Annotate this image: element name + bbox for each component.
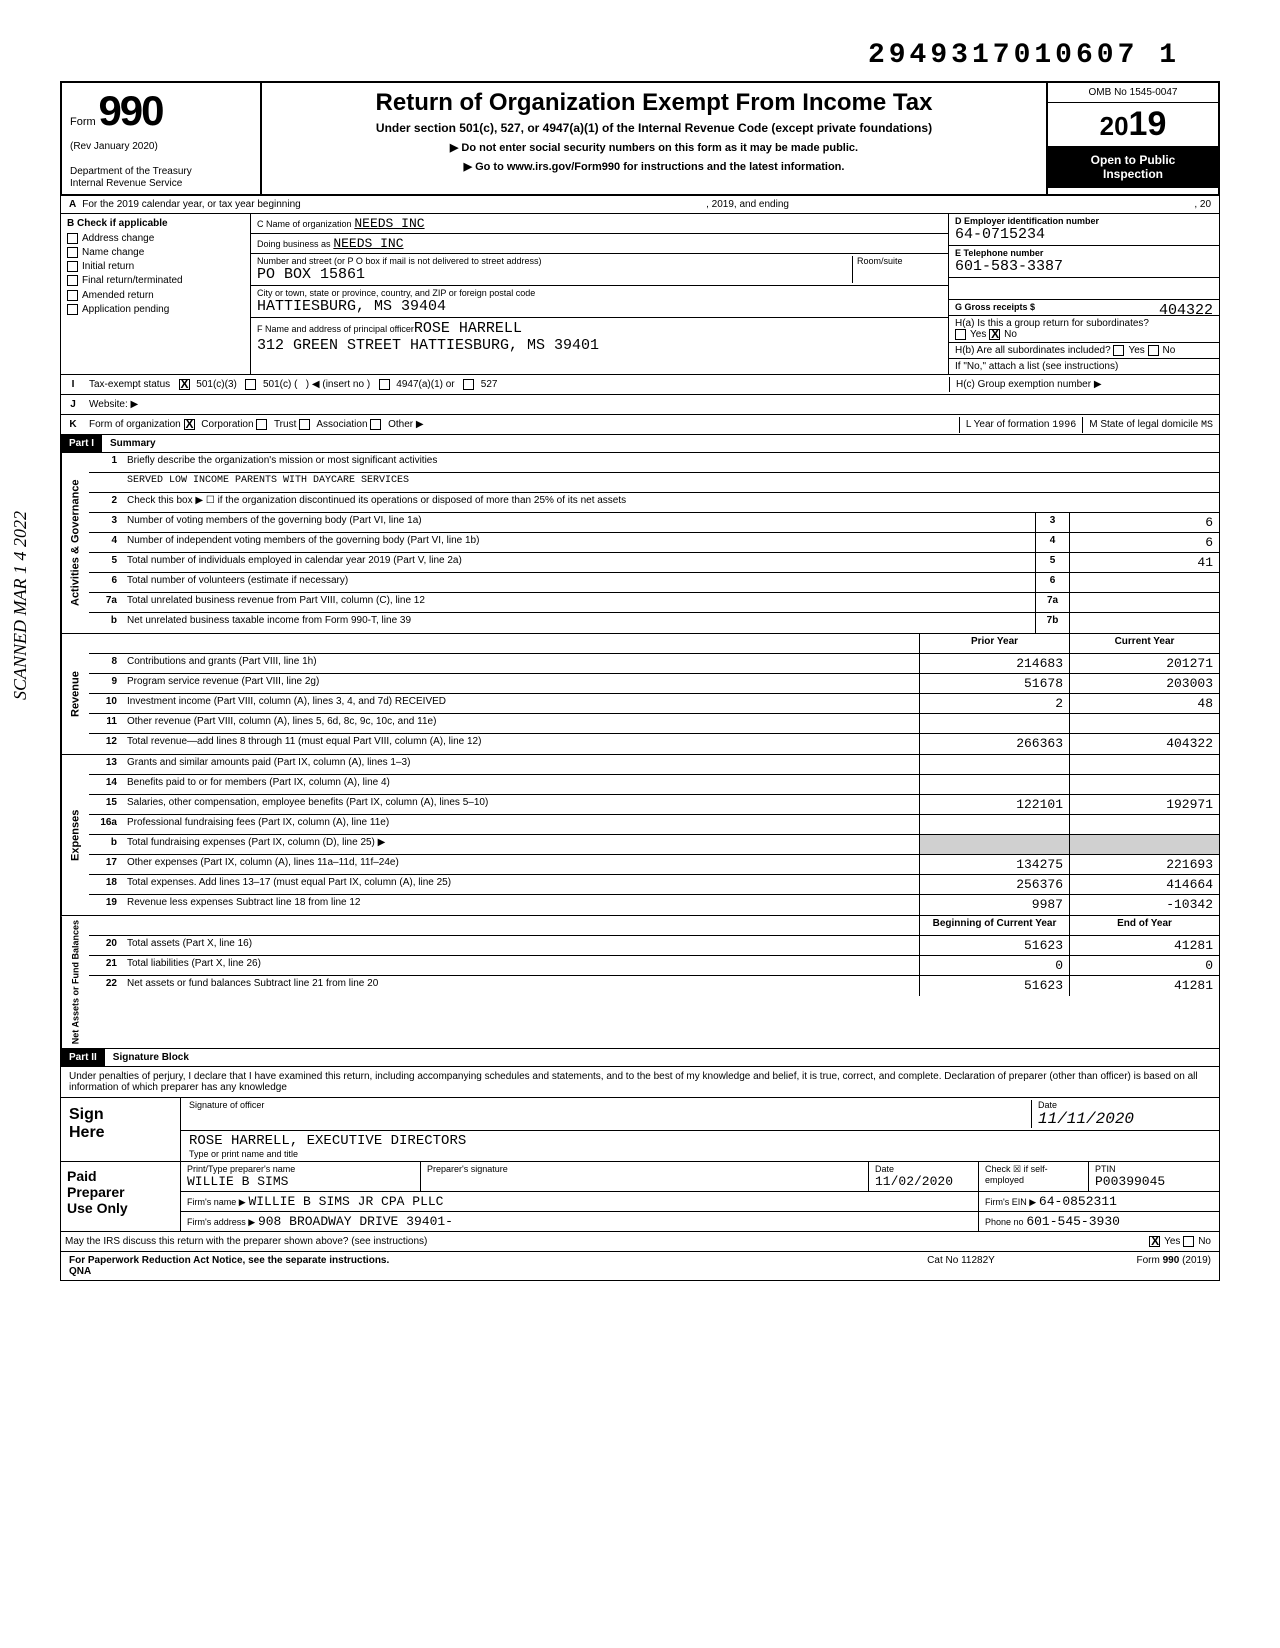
omb-number: OMB No 1545-0047 [1048,83,1218,103]
form-note-1: ▶ Do not enter social security numbers o… [272,141,1036,154]
col-c-names: C Name of organization NEEDS INC Doing b… [251,214,949,374]
netassets-section: Net Assets or Fund Balances Beginning of… [60,916,1220,1049]
expenses-section: Expenses 13Grants and similar amounts pa… [60,755,1220,916]
revenue-section: Revenue Prior Year Current Year 8Contrib… [60,634,1220,755]
paid-preparer: PaidPreparerUse Only Print/Type preparer… [60,1162,1220,1232]
scanned-stamp: SCANNED MAR 1 4 2022 [10,511,31,700]
part-ii-header: Part II Signature Block [60,1049,1220,1067]
tax-year: 2019 [1048,103,1218,147]
form-number: 990 [98,87,162,134]
row-k: K Form of organization Corporation Trust… [60,415,1220,435]
irs-discuss: May the IRS discuss this return with the… [60,1232,1220,1252]
row-a: A For the 2019 calendar year, or tax yea… [60,196,1220,214]
form-label: Form [70,116,96,128]
dln-number: 2949317010607 1 [60,40,1220,71]
jurat-text: Under penalties of perjury, I declare th… [60,1067,1220,1098]
col-b-checkboxes: B Check if applicable Address change Nam… [61,214,251,374]
form-note-2: ▶ Go to www.irs.gov/Form990 for instruct… [272,160,1036,173]
form-header: Form 990 (Rev January 2020) Department o… [60,81,1220,196]
row-j: JWebsite: ▶ [60,395,1220,415]
footer: For Paperwork Reduction Act Notice, see … [60,1252,1220,1281]
entity-block: B Check if applicable Address change Nam… [60,214,1220,375]
row-i: I Tax-exempt status 501(c)(3) 501(c) ( )… [60,375,1220,395]
form-title: Return of Organization Exempt From Incom… [272,89,1036,117]
governance-section: Activities & Governance 1Briefly describ… [60,453,1220,634]
open-inspection: Open to PublicInspection [1048,147,1218,188]
form-revision: (Rev January 2020) [70,141,252,152]
form-subtitle: Under section 501(c), 527, or 4947(a)(1)… [272,121,1036,135]
form-dept: Department of the TreasuryInternal Reven… [70,166,252,190]
part-i-header: Part I Summary [60,435,1220,453]
sign-here: SignHere Signature of officer Date11/11/… [60,1098,1220,1162]
col-d-ids: D Employer identification number64-07152… [949,214,1219,374]
